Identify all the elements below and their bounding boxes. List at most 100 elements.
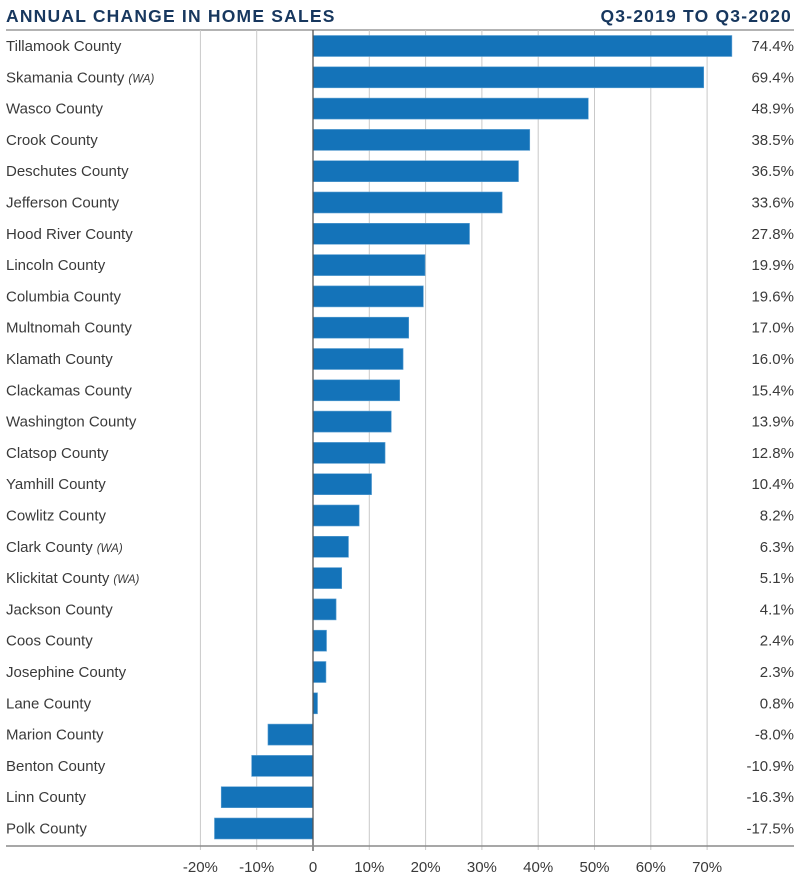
category-label: Tillamook County [6,38,122,55]
bar [312,223,470,245]
state-note: (WA) [113,574,139,586]
value-label: 12.8% [751,445,794,462]
county-name: Skamania County [6,69,125,86]
category-label: Multnomah County [6,320,132,337]
x-tick-label: 40% [523,859,553,876]
category-label: Jefferson County [6,195,120,212]
category-label: Wasco County [6,101,103,118]
category-label: Columbia County [6,288,122,305]
value-label: 19.6% [751,288,794,305]
county-name: Clatsop County [6,445,109,462]
county-name: Lincoln County [6,257,106,274]
bar [312,535,349,558]
county-name: Josephine County [6,664,127,681]
value-label: 6.3% [760,539,794,556]
county-name: Cowlitz County [6,508,107,525]
county-name: Columbia County [6,288,122,305]
category-label: Hood River County [6,226,133,243]
value-label: 15.4% [751,382,794,399]
bar [312,473,372,496]
category-label: Skamania County (WA) [6,69,155,86]
value-label: -16.3% [746,789,794,806]
category-label: Clackamas County [6,382,132,399]
county-name: Multnomah County [6,320,132,337]
category-label: Benton County [6,758,106,775]
category-label: Deschutes County [6,163,129,180]
bar [312,598,337,621]
county-name: Clark County [6,539,93,556]
chart-title: ANNUAL CHANGE IN HOME SALES [6,6,336,26]
bar [312,442,386,464]
x-tick-label: 70% [692,859,722,876]
category-label: Josephine County [6,664,127,681]
x-tick-label: -20% [183,859,218,876]
county-name: Klamath County [6,351,113,368]
value-label: 69.4% [751,69,794,86]
bar [312,316,410,339]
value-label: 19.9% [751,257,794,274]
value-label: -8.0% [755,727,794,744]
bar [312,348,404,370]
category-label: Crook County [6,132,98,149]
x-tick-label: -10% [239,859,274,876]
value-label: 17.0% [751,320,794,337]
county-name: Polk County [6,821,87,838]
county-name: Benton County [6,758,106,775]
value-label: 48.9% [751,101,794,118]
bar [312,285,424,308]
county-name: Klickitat County [6,570,110,587]
county-name: Lane County [6,695,92,712]
category-label: Linn County [6,789,87,806]
bar [312,35,733,57]
county-name: Washington County [6,414,137,431]
category-label: Clark County (WA) [6,539,123,556]
value-label: -10.9% [746,758,794,775]
x-tick-label: 50% [579,859,609,876]
value-label: -17.5% [746,821,794,838]
value-label: 36.5% [751,163,794,180]
bar [312,160,519,182]
bar [220,786,314,809]
value-label: 8.2% [760,508,794,525]
category-label: Polk County [6,821,87,838]
bar [312,661,327,683]
value-label: 13.9% [751,414,794,431]
category-label: Yamhill County [6,476,106,493]
category-label: Marion County [6,727,104,744]
county-name: Tillamook County [6,38,122,55]
value-label: 4.1% [760,601,794,618]
x-tick-label: 10% [354,859,384,876]
category-label: Lincoln County [6,257,106,274]
x-axis: -20% -10% 0 10% 20% 30% 40% 50% 60% 70% [6,30,794,876]
value-label: 5.1% [760,570,794,587]
state-note: (WA) [128,73,154,85]
x-tick-label: 30% [467,859,497,876]
value-labels: 74.4% 69.4% 48.9% 38.5% 36.5% 33.6% 27.8% 19.9%… [746,38,794,838]
bar [312,410,392,433]
bar [214,817,314,840]
value-label: 2.3% [760,664,794,681]
county-name: Jackson County [6,601,113,618]
category-label: Jackson County [6,601,113,618]
bar [312,254,426,276]
bar [312,379,401,402]
category-label: Klickitat County (WA) [6,570,140,587]
bar [312,97,589,120]
county-name: Crook County [6,132,98,149]
category-label: Clatsop County [6,445,109,462]
county-name: Coos County [6,633,93,650]
category-label: Cowlitz County [6,508,107,525]
category-label: Klamath County [6,351,113,368]
chart-subtitle: Q3-2019 TO Q3-2020 [600,6,792,26]
value-label: 16.0% [751,351,794,368]
category-label: Washington County [6,414,137,431]
value-label: 33.6% [751,195,794,212]
county-name: Clackamas County [6,382,132,399]
value-label: 27.8% [751,226,794,243]
bar [312,629,327,652]
bar [267,723,314,746]
value-label: 10.4% [751,476,794,493]
value-label: 2.4% [760,633,794,650]
